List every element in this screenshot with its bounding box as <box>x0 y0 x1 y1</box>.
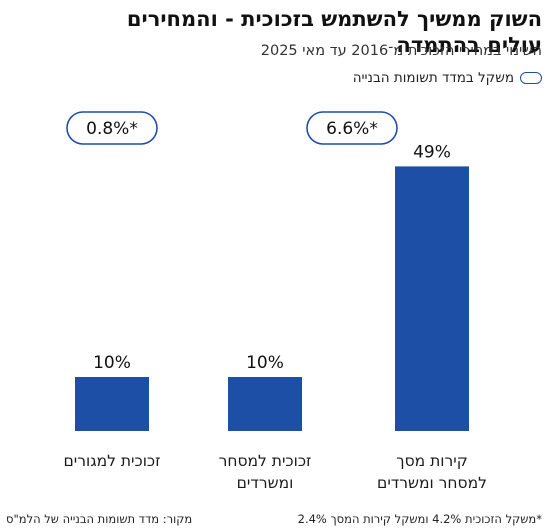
source-note: מקור: מדד תשומות הבנייה של הלמ"ס <box>6 512 193 526</box>
weight-pill-2 <box>66 111 158 145</box>
category-label-3-line-1: זכוכית למגורים <box>63 452 160 470</box>
legend: משקל במדד תשומות הבנייה <box>353 70 542 86</box>
bar-3 <box>75 377 149 431</box>
bar-value-label-2: 10% <box>246 353 284 373</box>
category-label-1-line-1: קירות מסך <box>396 452 467 470</box>
category-label-1-line-2: למסחר ומשרדים <box>377 474 487 492</box>
footnote: *משקל הזכוכית 4.2% ומשקל קירות המסך 2.4% <box>297 512 542 526</box>
weight-pill-label-2: 0.8%* <box>86 119 138 139</box>
legend-pill-swatch <box>520 72 542 84</box>
category-label-2-line-1: זכוכית למסחר <box>219 452 312 470</box>
bar-2 <box>228 377 302 431</box>
title-line-1: השוק ממשיך להשתמש בזכוכית - והמחירים <box>126 7 542 31</box>
legend-label: משקל במדד תשומות הבנייה <box>352 70 514 86</box>
bar-value-label-1: 49% <box>413 142 451 162</box>
weight-pill-label-1: 6.6%* <box>326 119 378 139</box>
weight-pill-1 <box>306 111 398 145</box>
category-label-2-line-2: ומשרדים <box>237 474 294 492</box>
bar-1 <box>395 166 469 431</box>
chart-title: השוק ממשיך להשתמש בזכוכית - והמחירים עול… <box>8 6 542 58</box>
subtitle-row: השינוי במחירי הזכוכית מ־2016 עד מאי 2025 <box>8 42 542 60</box>
bar-value-label-3: 10% <box>93 353 131 373</box>
chart-subtitle: השינוי במחירי הזכוכית מ־2016 עד מאי 2025 <box>260 43 542 59</box>
title-line-2: עולים בהתמדה <box>396 33 542 57</box>
